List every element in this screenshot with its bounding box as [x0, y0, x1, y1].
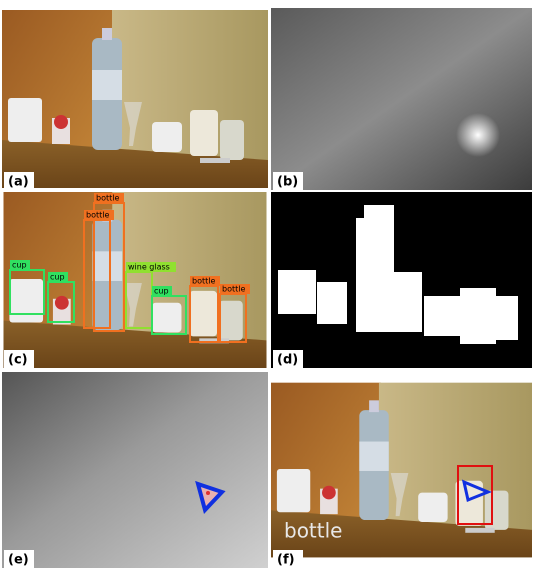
detection-label: cup: [12, 261, 27, 270]
rect: [356, 218, 394, 332]
detection-label: cup: [154, 287, 169, 296]
rect: [278, 270, 316, 314]
rect: [394, 272, 422, 332]
rect: [424, 296, 460, 336]
rect: [496, 296, 518, 340]
page: {"panel_labels": ["(a)", "(b)", "(c)", "…: [0, 0, 534, 570]
figure: (a) (b) bottle bottle cup cup wine glass…: [0, 0, 534, 570]
detection-label: wine glass: [128, 263, 170, 272]
target-label: bottle: [284, 519, 342, 543]
detection-label: bottle: [96, 194, 119, 203]
panel-label: (c): [8, 353, 28, 368]
photo-a: [2, 10, 268, 188]
bright-spot: [456, 113, 500, 157]
rect: [364, 205, 394, 225]
detection-label: bottle: [86, 211, 109, 220]
panel-label: (f): [277, 553, 295, 568]
panel-label: (a): [8, 175, 29, 190]
detection-label: cup: [50, 273, 65, 282]
detection-label: bottle: [222, 285, 245, 294]
rect: [460, 288, 496, 344]
depth-map: [2, 372, 268, 568]
panel-label: (b): [277, 175, 298, 190]
depth-map: [271, 8, 532, 190]
detection-label: bottle: [192, 277, 215, 286]
grasp-point: [206, 491, 210, 495]
rect: [317, 282, 347, 324]
panel-label: (d): [277, 353, 298, 368]
panel-label: (e): [8, 553, 29, 568]
